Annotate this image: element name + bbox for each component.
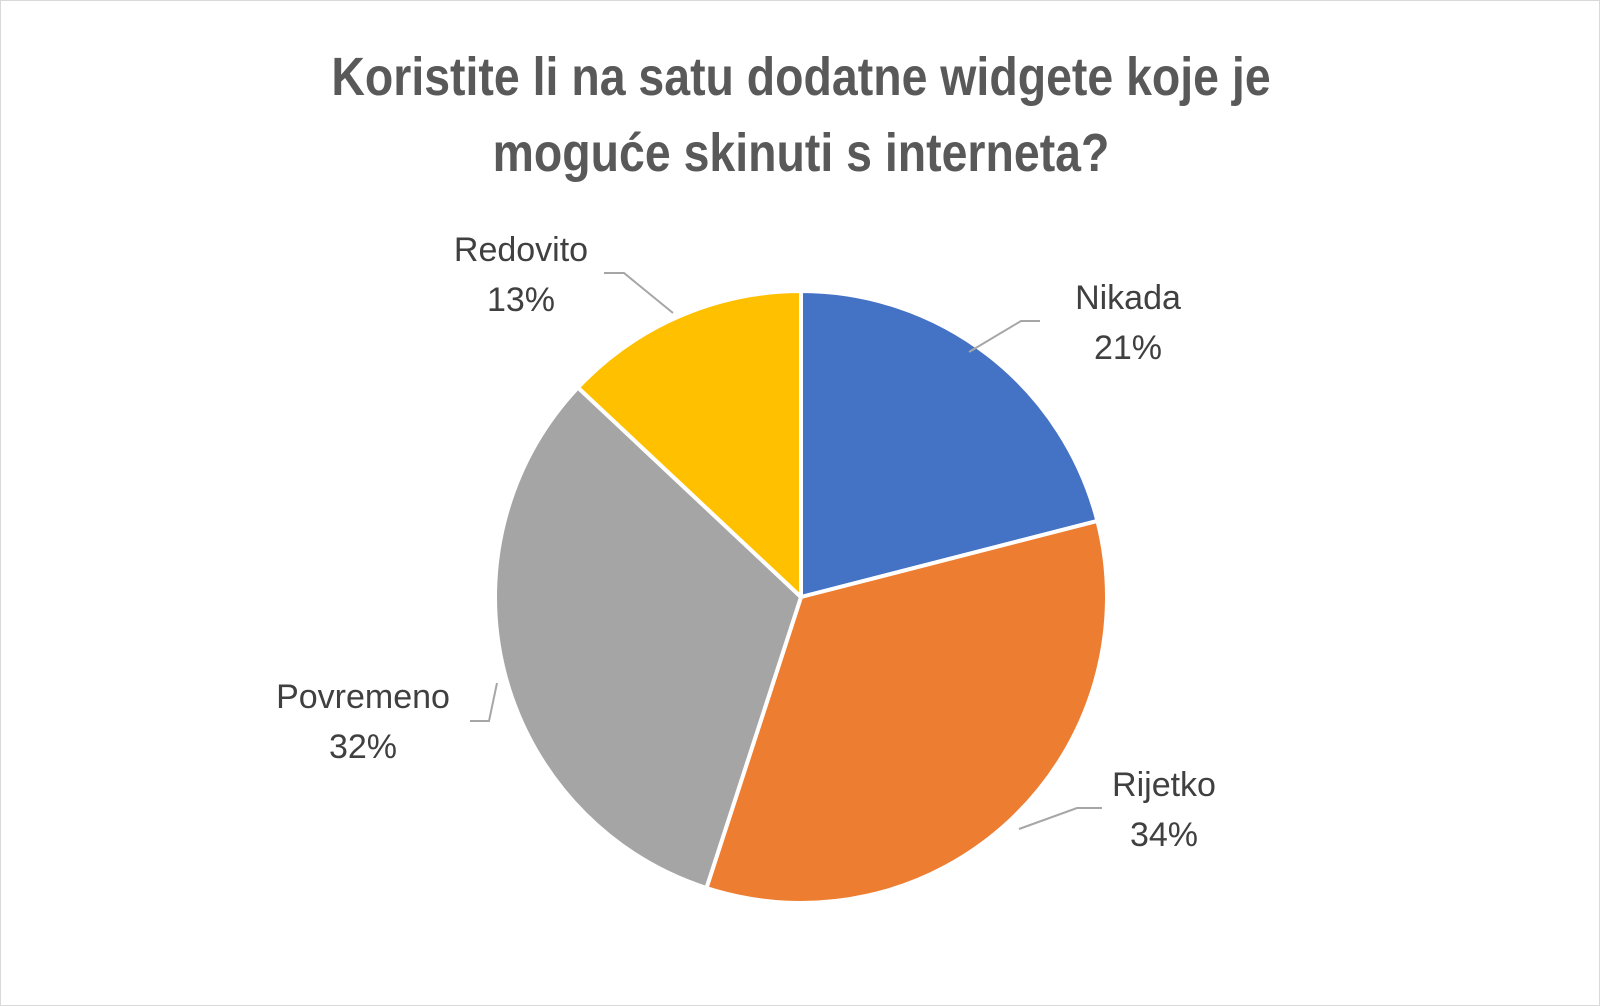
leader-lines xyxy=(470,272,1102,830)
pie-slice-redovito xyxy=(575,289,803,599)
category-label: Nikada xyxy=(1075,279,1181,317)
category-label: Povremeno xyxy=(276,678,450,716)
percent-label: 21% xyxy=(1094,329,1162,367)
pie-slice-povremeno xyxy=(493,385,803,891)
data-label-povremeno: Povremeno 32% xyxy=(276,678,450,766)
category-label: Rijetko xyxy=(1112,766,1216,804)
percent-label: 32% xyxy=(329,728,397,766)
percent-label: 13% xyxy=(487,281,555,319)
percent-label: 34% xyxy=(1130,816,1198,854)
leader-line-rijetko xyxy=(1018,807,1102,830)
pie-slices xyxy=(493,289,1109,905)
data-label-redovito: Redovito 13% xyxy=(454,231,588,319)
leader-line-redovito xyxy=(604,272,674,314)
category-label: Redovito xyxy=(454,231,588,269)
leader-line-nikada xyxy=(968,320,1040,353)
pie-slice-nikada xyxy=(799,289,1100,599)
data-label-nikada: Nikada 21% xyxy=(1075,279,1181,367)
chart-title: Koristite li na satu dodatne widgete koj… xyxy=(331,47,1271,183)
data-label-rijetko: Rijetko 34% xyxy=(1112,766,1216,854)
leader-line-povremeno xyxy=(470,682,498,722)
pie-slice-rijetko xyxy=(704,518,1109,905)
data-labels: Nikada 21% Rijetko 34% Povremeno 32% Redovito 1… xyxy=(276,231,1216,854)
